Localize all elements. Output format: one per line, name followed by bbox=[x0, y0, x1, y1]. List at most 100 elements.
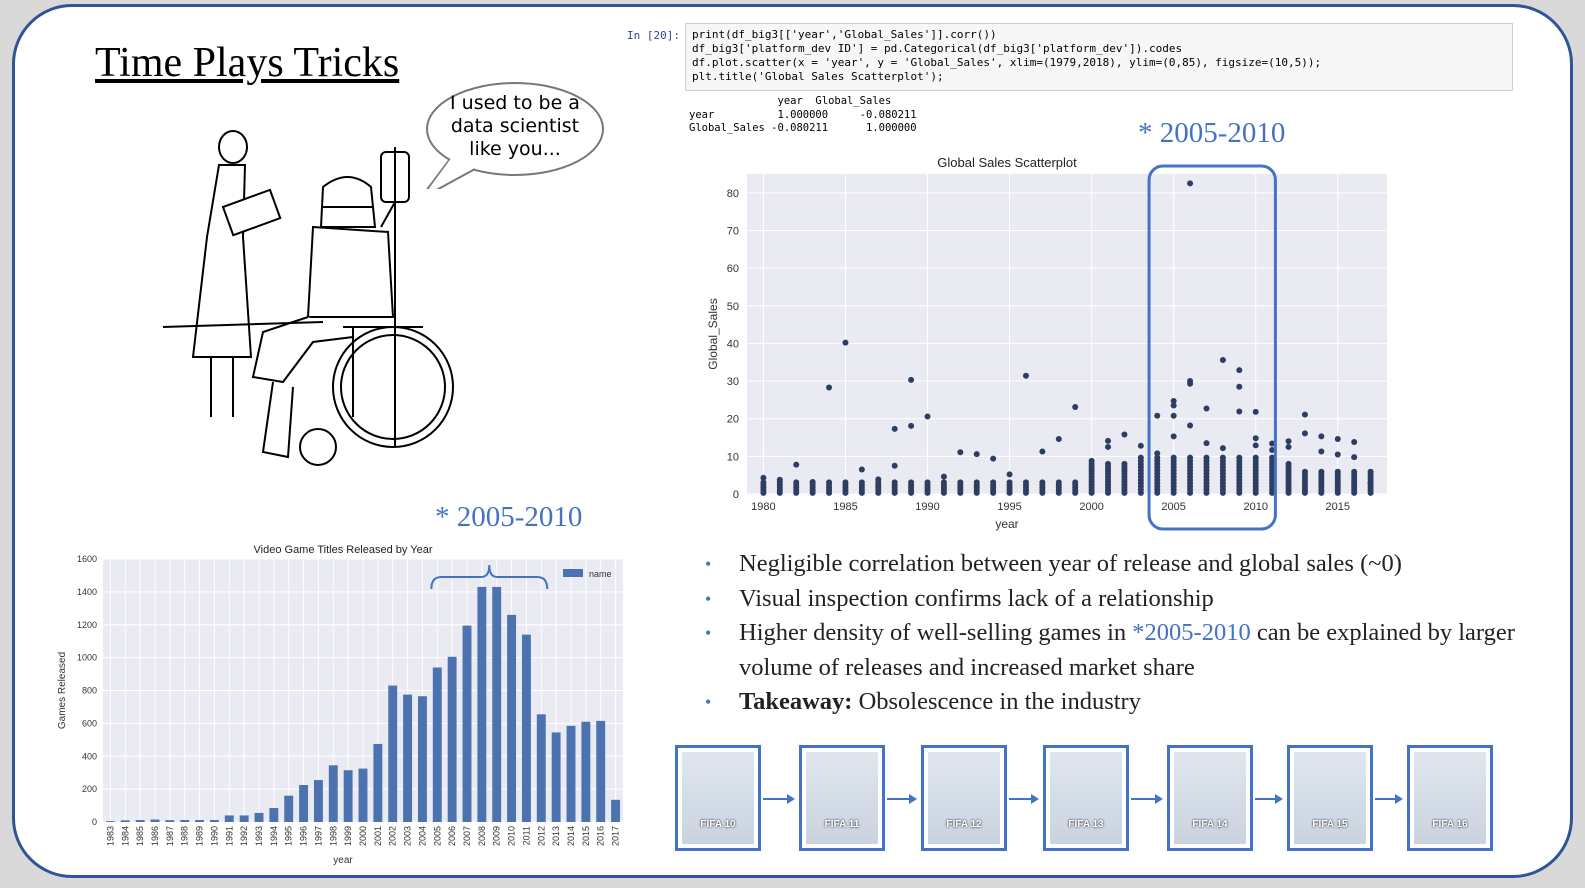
x-tick-label: 2011 bbox=[521, 826, 531, 845]
scatter-point bbox=[776, 476, 783, 483]
y-tick-label: 20 bbox=[727, 414, 739, 426]
scatter-point bbox=[973, 479, 980, 486]
bullet-dot-icon: • bbox=[705, 588, 712, 609]
bar bbox=[373, 743, 383, 822]
scatter-point bbox=[1219, 445, 1226, 452]
cover-title: FIFA 10 bbox=[700, 819, 736, 830]
bar bbox=[150, 819, 160, 822]
scatter-point bbox=[1187, 422, 1194, 429]
x-axis-label: year bbox=[333, 855, 353, 866]
bar bbox=[477, 586, 487, 822]
fifa-cover: FIFA 14 bbox=[1167, 745, 1253, 851]
scatter-point bbox=[1203, 405, 1210, 412]
scatter-point bbox=[1072, 479, 1079, 486]
y-tick-label: 600 bbox=[82, 718, 97, 728]
bar bbox=[581, 721, 591, 822]
arrowhead-icon bbox=[1155, 794, 1163, 804]
bar bbox=[269, 808, 279, 822]
scatter-point bbox=[1055, 436, 1062, 443]
scatter-point bbox=[1334, 451, 1341, 458]
highlight-brace bbox=[430, 564, 549, 590]
arrowhead-icon bbox=[1395, 794, 1403, 804]
arrowhead-icon bbox=[1275, 794, 1283, 804]
fifa-cover: FIFA 12 bbox=[921, 745, 1007, 851]
bullet-item: • Takeaway: Obsolescence in the industry bbox=[703, 685, 1523, 720]
code-line: plt.title('Global Sales Scatterplot'); bbox=[692, 70, 944, 83]
x-tick-label: 1994 bbox=[269, 826, 279, 846]
bullet-list: • Negligible correlation between year of … bbox=[703, 547, 1523, 720]
arrow-right-icon bbox=[763, 798, 789, 800]
x-tick-label: 2004 bbox=[417, 826, 427, 846]
bar bbox=[328, 765, 338, 822]
cover-artwork bbox=[1174, 752, 1246, 844]
scatter-point bbox=[1236, 367, 1243, 374]
scatter-point bbox=[1318, 448, 1325, 455]
y-tick-label: 200 bbox=[82, 784, 97, 794]
scatter-point bbox=[1121, 460, 1128, 467]
cover-artwork bbox=[928, 752, 1000, 844]
x-tick-label: 2001 bbox=[373, 826, 383, 846]
scatter-point bbox=[1137, 442, 1144, 449]
scatter-point bbox=[1187, 380, 1194, 387]
bar bbox=[224, 815, 234, 822]
scatter-point bbox=[924, 413, 931, 420]
cover-artwork bbox=[806, 752, 878, 844]
legend-swatch bbox=[563, 569, 583, 577]
scatter-point bbox=[1105, 437, 1112, 444]
x-axis-label: year bbox=[995, 517, 1018, 531]
bar bbox=[120, 820, 130, 822]
y-tick-label: 40 bbox=[727, 338, 739, 350]
x-tick-label: 2002 bbox=[388, 826, 398, 846]
x-tick-label: 1989 bbox=[195, 826, 205, 846]
scatter-point bbox=[1236, 454, 1243, 461]
x-tick-label: 1995 bbox=[284, 826, 294, 846]
scatter-point bbox=[1088, 457, 1095, 464]
knight-wheelchair-illustration bbox=[162, 130, 454, 466]
scatter-point bbox=[990, 455, 997, 462]
bar bbox=[388, 685, 398, 822]
cover-artwork bbox=[1294, 752, 1366, 844]
fifa-cover: FIFA 13 bbox=[1043, 745, 1129, 851]
x-tick-label: 1991 bbox=[224, 826, 234, 846]
arrow-right-icon bbox=[887, 798, 911, 800]
scatter-point bbox=[826, 384, 833, 391]
scatter-point bbox=[1351, 454, 1358, 461]
y-tick-label: 70 bbox=[727, 225, 739, 237]
arrow-right-icon bbox=[1255, 798, 1277, 800]
speech-line: data scientist bbox=[450, 115, 580, 137]
scatter-point bbox=[1154, 454, 1161, 461]
speech-line: I used to be a bbox=[450, 92, 580, 114]
arrowhead-icon bbox=[787, 794, 795, 804]
x-tick-label: 1987 bbox=[165, 826, 175, 846]
y-tick-label: 0 bbox=[733, 489, 739, 501]
bullet-dot-icon: • bbox=[705, 692, 712, 712]
bullet-text: Higher density of well-selling games in bbox=[739, 619, 1133, 646]
y-tick-label: 400 bbox=[82, 751, 97, 761]
chart-title: Video Game Titles Released by Year bbox=[254, 544, 433, 556]
code-output: year Global_Sales year 1.000000 -0.08021… bbox=[689, 95, 917, 134]
highlight-note-top: * 2005-2010 bbox=[1138, 117, 1286, 149]
x-tick-label: 1998 bbox=[328, 826, 338, 846]
scatter-point bbox=[1006, 479, 1013, 486]
bar bbox=[209, 820, 219, 822]
scatter-point bbox=[1252, 442, 1259, 449]
bar bbox=[343, 770, 353, 822]
bullet-dot-icon: • bbox=[705, 623, 712, 643]
scatter-point bbox=[1334, 468, 1341, 475]
scatter-point bbox=[957, 479, 964, 486]
cover-title: FIFA 15 bbox=[1312, 819, 1348, 830]
scatter-point bbox=[1318, 468, 1325, 475]
x-tick-label: 1996 bbox=[299, 826, 309, 846]
scatter-point bbox=[908, 479, 915, 486]
bar-chart: 0 200 400 600 800 1000 1200 1400 1600 1983 1984 198… bbox=[57, 544, 623, 866]
scatter-point bbox=[1351, 468, 1358, 475]
code-cell[interactable]: print(df_big3[['year','Global_Sales']].c… bbox=[685, 23, 1513, 91]
x-tick-label: 1990 bbox=[915, 501, 939, 513]
scatter-point bbox=[973, 451, 980, 458]
bullet-text: Visual inspection confirms lack of a rel… bbox=[739, 584, 1214, 612]
bar bbox=[195, 820, 205, 822]
cover-title: FIFA 14 bbox=[1192, 819, 1228, 830]
speech-bubble bbox=[426, 82, 604, 189]
x-tick-label: 2008 bbox=[477, 826, 487, 846]
scatter-point bbox=[1137, 454, 1144, 461]
